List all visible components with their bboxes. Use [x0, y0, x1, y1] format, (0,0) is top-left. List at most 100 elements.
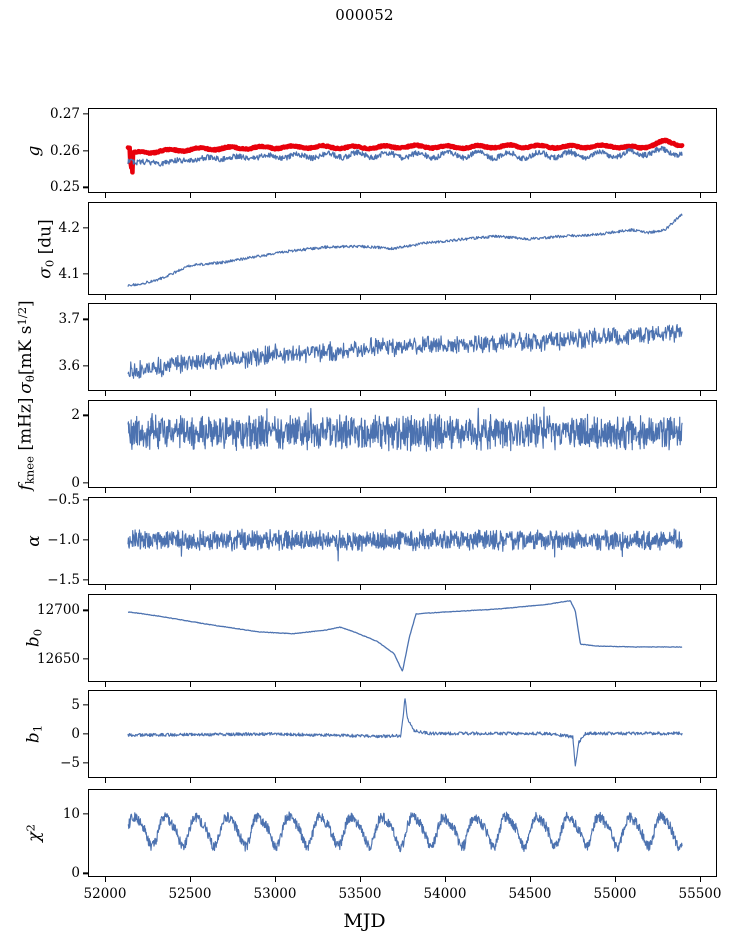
panel-sigma_theta	[88, 303, 717, 391]
x-tick-label: 53000	[253, 886, 297, 902]
y-axis-label-chi2: χ2	[23, 824, 45, 842]
x-tick-mark	[700, 488, 702, 493]
x-tick-mark	[445, 391, 447, 396]
x-tick-mark	[105, 295, 107, 300]
panel-b0	[88, 594, 717, 682]
panel-sigma0	[88, 202, 717, 295]
series-sigma_theta	[127, 323, 683, 379]
series-g-red	[125, 137, 685, 175]
x-tick-mark	[190, 193, 192, 198]
y-tick-mark-g	[83, 186, 88, 189]
x-tick-mark	[105, 193, 107, 198]
x-tick-mark	[360, 193, 362, 198]
x-tick-mark	[700, 778, 702, 783]
panel-f_knee	[88, 400, 717, 488]
series-sigma0	[127, 213, 683, 287]
y-tick-mark-f_knee	[83, 414, 88, 416]
panel-b1	[88, 690, 717, 778]
y-tick-label-f_knee: 0	[71, 474, 80, 491]
x-tick-mark	[275, 585, 277, 590]
y-tick-label-sigma0: 4.2	[58, 219, 80, 236]
x-axis-label: MJD	[343, 910, 386, 932]
x-tick-mark	[445, 193, 447, 198]
x-tick-mark	[105, 682, 107, 687]
y-axis-label-g: g	[24, 145, 44, 156]
panel-g	[88, 108, 717, 193]
y-tick-label-g: 0.26	[49, 142, 80, 159]
y-tick-mark-b1	[83, 733, 88, 735]
y-tick-label-sigma_theta: 3.6	[58, 357, 80, 374]
y-tick-label-b0: 12650	[37, 650, 80, 667]
y-tick-label-f_knee: 2	[71, 407, 80, 424]
x-tick-mark	[615, 488, 617, 493]
y-tick-mark-f_knee	[83, 482, 88, 484]
x-tick-mark	[275, 295, 277, 300]
x-tick-mark	[530, 778, 532, 783]
y-axis-label-alpha: α	[24, 535, 44, 547]
y-tick-label-alpha: −1.5	[47, 572, 80, 589]
x-tick-mark	[445, 682, 447, 687]
x-tick-mark	[615, 193, 617, 198]
y-tick-mark-sigma_theta	[83, 364, 88, 367]
x-tick-mark	[615, 682, 617, 687]
x-tick-mark	[615, 778, 617, 783]
y-axis-label-sigma_theta: σθ[mK s1/2]	[14, 300, 38, 394]
x-tick-mark	[530, 391, 532, 396]
x-tick-mark	[360, 682, 362, 687]
x-tick-mark	[360, 778, 362, 783]
y-tick-mark-alpha	[83, 579, 88, 581]
x-tick-mark	[700, 877, 702, 882]
x-tick-mark	[105, 391, 107, 396]
x-tick-mark	[105, 778, 107, 783]
y-tick-mark-sigma0	[83, 273, 88, 275]
x-tick-mark	[105, 585, 107, 590]
y-axis-label-f_knee: fknee [mHz]	[15, 397, 37, 491]
y-tick-label-alpha: −1.0	[47, 532, 80, 549]
x-tick-mark	[190, 295, 192, 300]
x-tick-label: 52500	[168, 886, 212, 902]
x-tick-mark	[530, 877, 532, 882]
x-tick-mark	[615, 585, 617, 590]
x-tick-mark	[360, 391, 362, 396]
x-tick-mark	[360, 585, 362, 590]
panel-chi2	[88, 789, 717, 877]
y-tick-label-alpha: −0.5	[47, 492, 80, 509]
x-tick-mark	[190, 391, 192, 396]
y-tick-label-b1: −5	[60, 754, 80, 771]
series-chi2	[127, 811, 683, 853]
x-tick-mark	[360, 488, 362, 493]
figure-title: 000052	[335, 6, 394, 24]
y-tick-label-chi2: 0	[71, 865, 80, 882]
x-tick-mark	[275, 778, 277, 783]
y-tick-mark-sigma_theta	[83, 318, 88, 320]
x-tick-mark	[190, 877, 192, 882]
x-tick-mark	[360, 295, 362, 300]
series-b1	[127, 698, 683, 767]
x-tick-mark	[445, 585, 447, 590]
y-axis-label-b0: b0	[23, 628, 45, 648]
y-tick-label-sigma0: 4.1	[58, 266, 80, 283]
x-tick-mark	[530, 585, 532, 590]
x-tick-label: 53500	[338, 886, 382, 902]
x-tick-mark	[190, 488, 192, 493]
y-tick-mark-alpha	[83, 539, 88, 541]
x-tick-mark	[105, 877, 107, 882]
y-tick-label-sigma_theta: 3.7	[58, 311, 80, 328]
y-tick-mark-b0	[83, 658, 88, 660]
x-tick-mark	[275, 877, 277, 882]
panel-alpha	[88, 497, 717, 585]
x-tick-mark	[530, 295, 532, 300]
x-tick-mark	[615, 877, 617, 882]
x-tick-label: 54500	[508, 886, 552, 902]
x-tick-mark	[445, 778, 447, 783]
x-tick-mark	[275, 488, 277, 493]
y-tick-label-b0: 12700	[37, 602, 80, 619]
x-tick-label: 55000	[593, 886, 637, 902]
x-tick-mark	[445, 877, 447, 882]
x-tick-mark	[275, 193, 277, 198]
x-tick-mark	[700, 585, 702, 590]
y-tick-label-b1: 0	[71, 726, 80, 742]
x-tick-mark	[615, 295, 617, 300]
x-tick-mark	[530, 488, 532, 493]
